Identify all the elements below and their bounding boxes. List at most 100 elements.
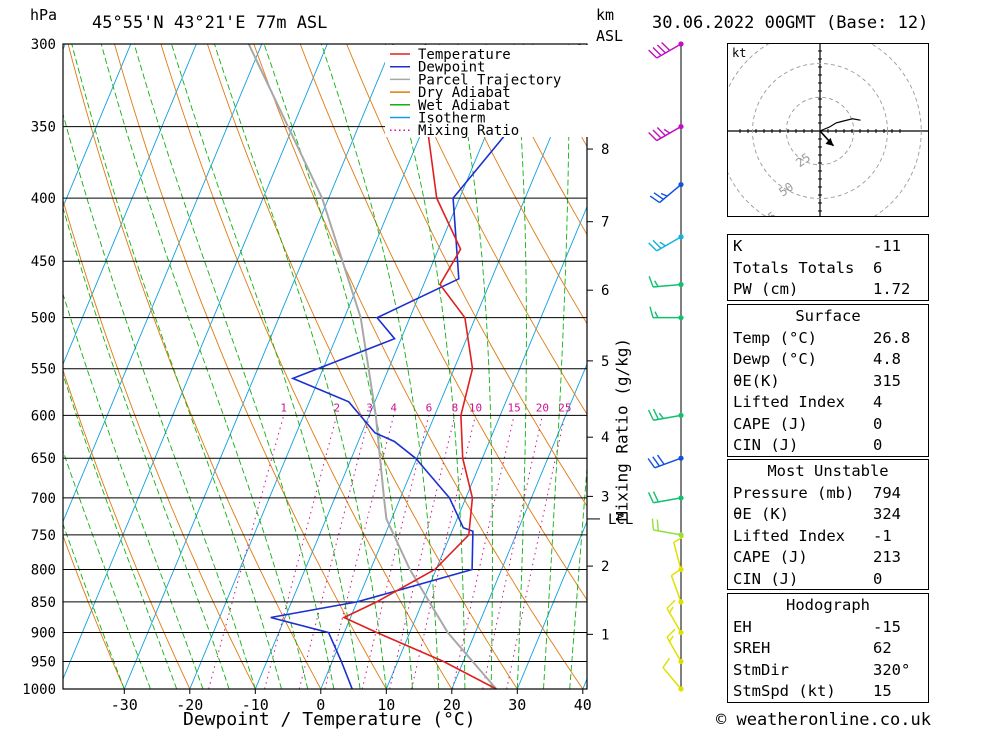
mu-cape-label: CAPE (J) (733, 548, 808, 566)
copyright-link[interactable]: © weatheronline.co.uk (716, 710, 931, 730)
totals-totals-label: Totals Totals (733, 258, 855, 277)
x-axis-title: Dewpoint / Temperature (°C) (183, 709, 476, 730)
mixing-ratio-axis-wrap: Mixing Ratio (g/kg) (612, 330, 634, 530)
wet-adiabat-line (133, 44, 335, 689)
dry-adiabat-line (67, 44, 322, 689)
mixing-ratio-line (298, 415, 371, 689)
mixing-ratio-label: 10 (469, 401, 482, 414)
wet-adiabat-line (263, 44, 413, 689)
temperature-trace (342, 44, 497, 689)
parcel-trajectory-trace (247, 44, 498, 689)
wind-barb (651, 518, 684, 538)
surface-dewp-value: 4.8 (873, 350, 901, 368)
station-location: 45°55'N 43°21'E 77m ASL (92, 13, 328, 33)
legend-label: Temperature (418, 47, 511, 63)
surface-cin-row: CIN (J) 0 (728, 434, 928, 456)
dry-adiabat-line (114, 44, 387, 689)
forecast-datetime: 30.06.2022 00GMT (Base: 12) (652, 13, 929, 33)
mu-pressure-label: Pressure (mb) (733, 483, 855, 502)
pressure-tick-label: 600 (31, 408, 56, 424)
wind-barb (666, 599, 684, 636)
wet-adiabat-line (63, 449, 151, 689)
hodograph-ring-label: 25 (793, 150, 813, 170)
totals-totals-row: Totals Totals 6 (728, 257, 928, 279)
surface-cape-value: 0 (873, 414, 883, 433)
pressure-tick-label: 800 (31, 562, 56, 578)
plot-frame (62, 43, 588, 690)
mu-li-value: -1 (873, 526, 892, 545)
temperature-tick-label: -30 (111, 696, 138, 714)
mixing-ratio-label: 8 (452, 401, 459, 414)
surface-temp-label: Temp (°C) (733, 328, 817, 347)
totals-totals-value: 6 (873, 258, 883, 277)
hodograph-stats-panel: Hodograph EH -15 SREH 62 StmDir 320° StmSpd… (727, 593, 929, 703)
isotherm-line (516, 520, 587, 689)
temperature-tick-label: -20 (176, 696, 203, 714)
mixing-ratio-label: 3 (366, 401, 373, 414)
surface-theta-e-row: θE(K) 315 (728, 370, 928, 392)
temperature-tick-label: -10 (242, 696, 269, 714)
surface-cape-row: CAPE (J) 0 (728, 413, 928, 435)
mu-li-row: Lifted Index -1 (728, 525, 928, 547)
wet-adiabat-line (71, 44, 282, 689)
pw-row: PW (cm) 1.72 (728, 278, 928, 300)
surface-cape-label: CAPE (J) (733, 414, 808, 433)
mixing-ratio-label: 4 (390, 401, 397, 414)
wind-barb (649, 181, 684, 204)
asl-unit-label: ASL (596, 27, 624, 45)
surface-panel: Surface Temp (°C) 26.8 Dewp (°C) 4.8 θE(K)… (727, 304, 929, 457)
km-tick-label: 4 (601, 430, 609, 446)
sreh-label: SREH (733, 639, 771, 657)
temperature-tick-label: 10 (377, 696, 395, 714)
wet-adiabat-line (63, 206, 230, 689)
mu-pressure-value: 794 (873, 483, 901, 502)
wind-barb (648, 234, 684, 252)
mu-cin-row: CIN (J) 0 (728, 568, 928, 590)
wind-barb (662, 657, 684, 692)
hodograph-ring (752, 63, 888, 199)
pressure-tick-label: 750 (31, 528, 56, 544)
surface-li-value: 4 (873, 393, 883, 411)
isotherm-line (451, 363, 587, 689)
wind-barb (648, 123, 684, 142)
wet-adiabat-line (100, 44, 309, 689)
pw-label: PW (cm) (733, 280, 799, 298)
legend-label: Dewpoint (418, 60, 485, 76)
pressure-tick-label: 850 (31, 595, 56, 611)
hodograph-box: 25 50 75 kt (718, 29, 929, 233)
wet-adiabat-line (384, 44, 466, 689)
wet-adiabat-line (63, 292, 204, 689)
wet-adiabat-line (63, 112, 256, 689)
mu-pressure-row: Pressure (mb) 794 (728, 482, 928, 504)
wet-adiabat-line (171, 44, 361, 689)
stmspd-label: StmSpd (kt) (733, 682, 836, 700)
wind-barb (673, 536, 684, 573)
dry-adiabat-line (63, 198, 256, 689)
surface-cin-label: CIN (J) (733, 436, 799, 454)
temperature-tick-label: 20 (443, 696, 461, 714)
mu-theta-e-label: θE (K) (733, 505, 789, 523)
mixing-ratio-label: 15 (507, 401, 520, 414)
k-index-value: -11 (873, 237, 901, 255)
isotherm-line (63, 44, 328, 681)
legend-label: Dry Adiabat (418, 85, 511, 101)
pressure-tick-label: 300 (31, 37, 56, 53)
dewpoint-trace (270, 44, 581, 689)
temperature-tick-label: 0 (316, 696, 325, 714)
wet-adiabat-line (63, 522, 125, 689)
legend-label: Wet Adiabat (418, 98, 511, 114)
km-tick-label: 6 (601, 283, 609, 299)
mixing-ratio-line (361, 415, 430, 689)
dry-adiabat-line (63, 534, 125, 689)
isotherm-line (0, 7, 15, 689)
stmdir-label: StmDir (733, 660, 789, 679)
mixing-ratio-label: 1 (280, 401, 287, 414)
isotherm-line (63, 44, 132, 209)
most-unstable-panel: Most Unstable Pressure (mb) 794 θE (K) 324… (727, 459, 929, 590)
mu-theta-e-value: 324 (873, 505, 901, 523)
wind-barb (670, 568, 684, 605)
mixing-ratio-label: 2 (333, 401, 340, 414)
indices-panel: K -11 Totals Totals 6 PW (cm) 1.72 (727, 234, 929, 301)
pressure-tick-label: 550 (31, 362, 56, 378)
km-tick-label: 7 (601, 215, 609, 231)
